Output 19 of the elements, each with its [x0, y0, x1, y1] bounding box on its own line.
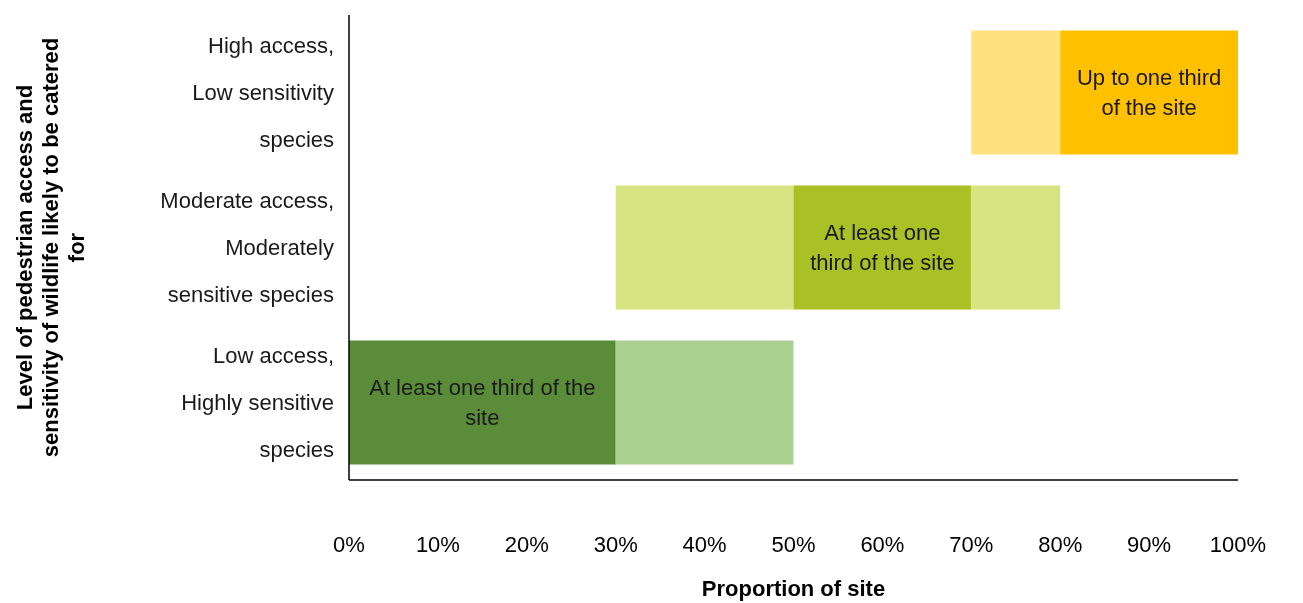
- x-tick-label: 20%: [504, 532, 549, 557]
- data-label: At least one third of the site: [369, 375, 596, 431]
- x-tick-label: 60%: [860, 532, 905, 557]
- data-label: Up to one third of the site: [1076, 65, 1222, 121]
- x-tick-label: 100%: [1209, 532, 1267, 557]
- x-tick-label: 30%: [593, 532, 638, 557]
- x-tick-label: 50%: [771, 532, 816, 557]
- x-axis-title: Proportion of site: [701, 576, 886, 601]
- x-tick-label: 40%: [682, 532, 727, 557]
- y-tick-label: Low access, Highly sensitive species: [181, 343, 334, 463]
- x-tick-label: 0%: [333, 532, 365, 557]
- x-tick-label: 70%: [949, 532, 994, 557]
- y-tick-label: Moderate access, Moderately sensitive species: [160, 188, 334, 308]
- data-label: At least one third of the site: [810, 220, 955, 276]
- x-tick-label: 80%: [1038, 532, 1083, 557]
- y-axis-title: Level of pedestrian access and sensitivity of wildlife likely to be catered for: [11, 37, 89, 458]
- y-tick-label: High access, Low sensitivity species: [192, 33, 334, 153]
- x-tick-label: 90%: [1127, 532, 1172, 557]
- x-tick-label: 10%: [415, 532, 460, 557]
